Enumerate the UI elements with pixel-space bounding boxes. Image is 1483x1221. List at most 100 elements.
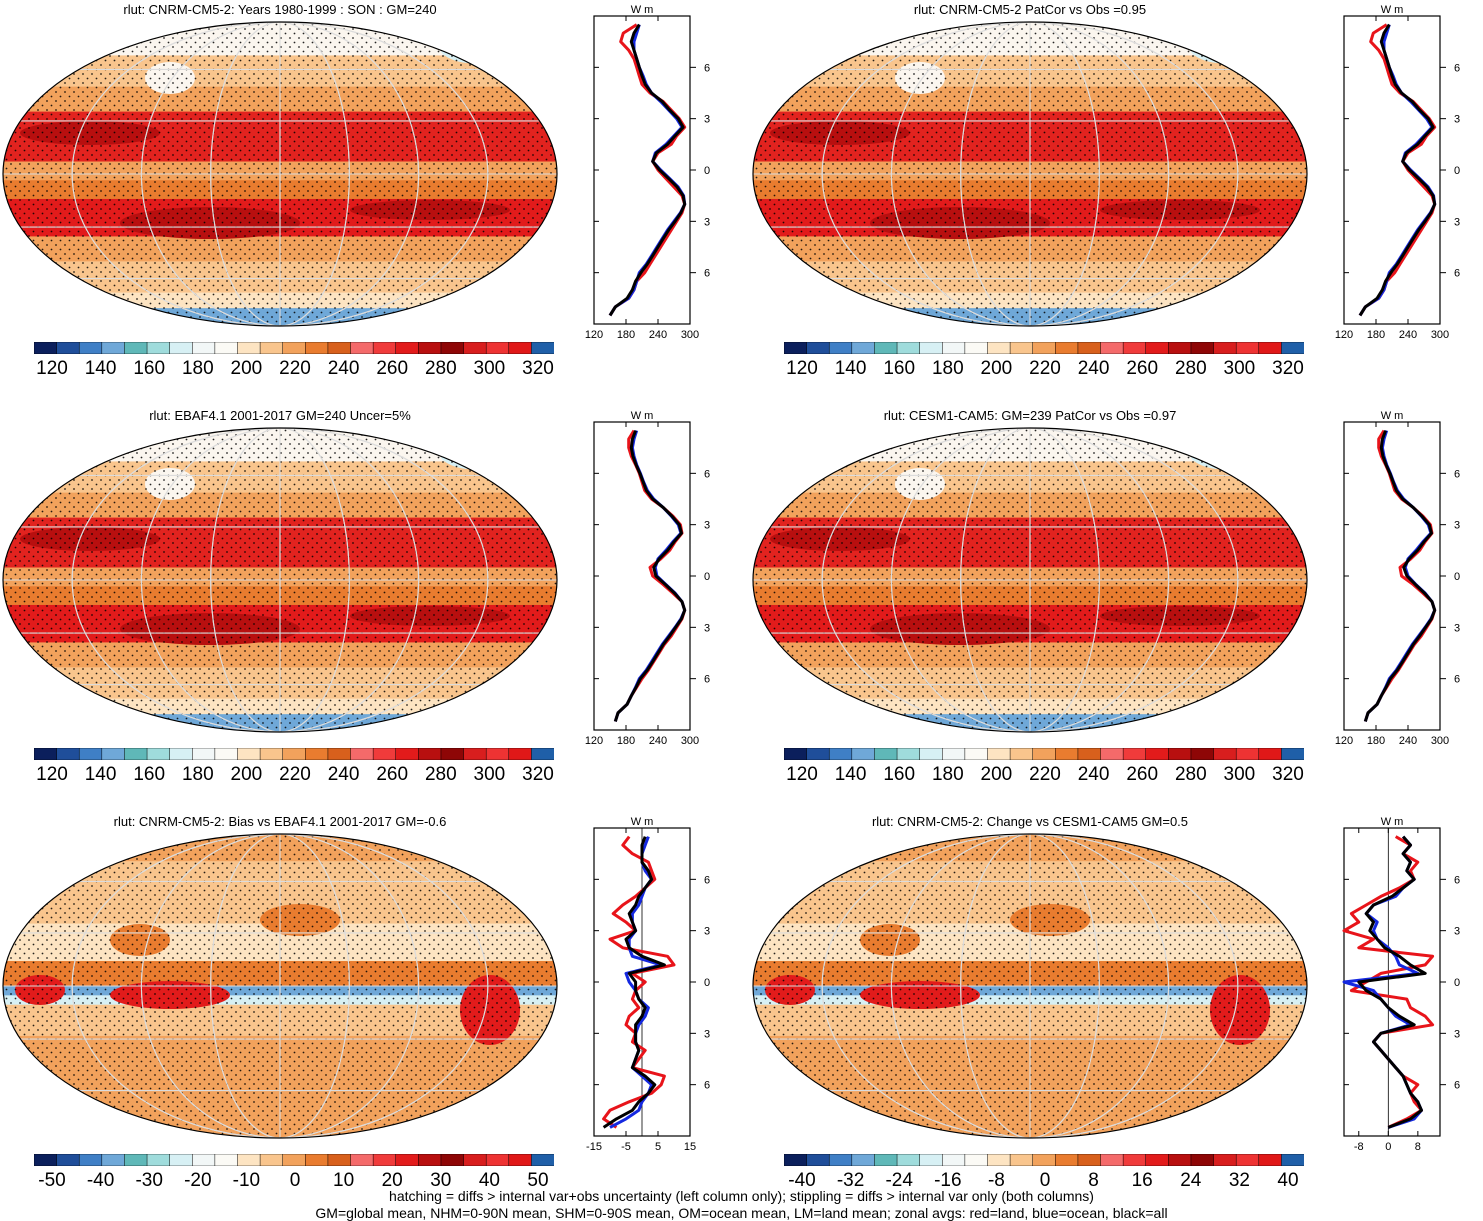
colorbar-tick-label: 16	[1131, 1170, 1153, 1191]
colorbar-tick-label: 240	[1077, 358, 1110, 379]
colorbar-swatch	[463, 342, 487, 354]
colorbar-swatch	[806, 342, 830, 354]
colorbar-swatch	[1258, 748, 1283, 760]
colorbar-tick-label: 160	[133, 764, 166, 785]
colorbar	[784, 342, 1304, 354]
colorbar-swatch	[508, 1154, 533, 1166]
colorbar-swatch	[350, 1154, 374, 1166]
colorbar-tick-label: 140	[834, 764, 867, 785]
colorbar-tick-label: -40	[86, 1170, 115, 1191]
graticule-meridian	[71, 834, 489, 1138]
colorbar-swatch	[237, 1154, 261, 1166]
colorbar-swatch	[192, 748, 216, 760]
graticule-meridian	[71, 428, 489, 732]
zonal-all-series	[1363, 430, 1437, 722]
zonal-land-series	[602, 835, 676, 1129]
colorbar-swatch	[237, 748, 261, 760]
colorbar-swatch	[828, 748, 853, 760]
map-field	[3, 22, 557, 326]
zonal-mean-plot: W m 60N 30N 0 30S 60S 120 180 240 300	[585, 4, 710, 341]
zonal-ytick-label: 60S	[704, 1080, 710, 1092]
zonal-unit-label: W m	[631, 410, 654, 422]
colorbar-swatch	[146, 1154, 171, 1166]
colorbar-tick-label: -40	[788, 1170, 816, 1191]
zonal-xtick-label: 120	[585, 329, 603, 341]
colorbar-tick-label: 40	[1277, 1170, 1299, 1191]
colorbar-tick-label: 220	[279, 358, 311, 379]
colorbar-tick-label: -10	[232, 1170, 261, 1191]
zonal-all-series	[602, 836, 666, 1129]
colorbar-swatch	[1190, 748, 1215, 760]
zonal-land-series	[608, 23, 687, 317]
colorbar-swatch	[919, 342, 944, 354]
colorbar-swatch	[485, 342, 510, 354]
map-plot	[752, 21, 1308, 327]
graticule	[3, 428, 557, 732]
colorbar-swatch	[1009, 748, 1034, 760]
map-border	[752, 427, 1308, 733]
map-border	[2, 427, 558, 733]
colorbar-tick-label: 120	[36, 764, 68, 785]
colorbar-tick-label: 220	[1029, 358, 1061, 379]
map-field	[3, 428, 557, 732]
colorbar-swatch	[828, 342, 853, 354]
colorbar-swatch	[418, 748, 442, 760]
graticule-meridian	[890, 834, 1170, 1138]
zonal-unit-label: W m	[631, 816, 654, 828]
colorbar-tick-label: 200	[230, 358, 263, 379]
colorbar-swatch	[508, 748, 533, 760]
zonal-ytick-label: 30N	[704, 520, 710, 532]
colorbar-tick-label: 8	[1088, 1170, 1099, 1191]
colorbar-swatch	[395, 1154, 420, 1166]
map-border	[752, 21, 1308, 327]
colorbar-swatch	[987, 342, 1011, 354]
colorbar-swatch	[169, 748, 194, 760]
panel-title: rlut: CESM1-CAM5: GM=239 PatCor vs Obs =…	[883, 408, 1177, 423]
colorbar-swatch	[372, 342, 397, 354]
zonal-ytick-label: 0	[704, 571, 710, 583]
zonal-ytick-label: 60N	[1454, 874, 1460, 886]
colorbar-tick-label: 180	[181, 358, 214, 379]
colorbar-swatch	[124, 1154, 148, 1166]
colorbar-tick-label: 260	[1126, 358, 1159, 379]
zonal-frame	[1343, 15, 1441, 325]
colorbar-swatch	[1055, 748, 1079, 760]
graticule-meridian	[960, 834, 1100, 1138]
zonal-frame	[1343, 421, 1441, 731]
colorbar-labels: 120 140 160 180 200 220 240 260 280 300 320	[780, 358, 1310, 380]
colorbar-swatch	[1281, 1154, 1304, 1166]
zonal-ocean-series	[1363, 430, 1437, 722]
zonal-unit-label: W m	[1381, 4, 1404, 16]
zonal-unit-label: W m	[1381, 816, 1404, 828]
colorbar-tick-label: 240	[327, 764, 360, 785]
zonal-all-series	[1358, 23, 1437, 317]
colorbar-swatch	[942, 1154, 966, 1166]
colorbar-swatch	[305, 342, 329, 354]
colorbar-swatch	[828, 1154, 853, 1166]
colorbar-swatch	[1055, 342, 1079, 354]
zonal-ytick-label: 60N	[704, 62, 710, 74]
colorbar-swatch	[964, 748, 989, 760]
zonal-ytick-label: 0	[1454, 977, 1460, 989]
colorbar-tick-label: 300	[1223, 764, 1256, 785]
zonal-xtick-label: 180	[1367, 735, 1385, 747]
colorbar-labels: 120 140 160 180 200 220 240 260 280 300 320	[30, 764, 560, 786]
colorbar-swatch	[1258, 342, 1283, 354]
panel-middle-right: rlut: CESM1-CAM5: GM=239 PatCor vs Obs =…	[750, 408, 1470, 793]
colorbar-tick-label: 180	[931, 358, 964, 379]
zonal-unit-label: W m	[1381, 410, 1404, 422]
colorbar-swatch	[463, 1154, 487, 1166]
graticule-meridian	[960, 22, 1100, 326]
colorbar-swatch	[531, 1154, 554, 1166]
map-plot	[2, 21, 558, 327]
zonal-mean-plot: W m 60N 30N 0 30S 60S -8 0 8	[1342, 816, 1460, 1153]
colorbar-tick-label: -50	[38, 1170, 66, 1191]
zonal-ytick-label: 60N	[1454, 468, 1460, 480]
colorbar-swatch	[1032, 342, 1057, 354]
colorbar-swatch	[1077, 342, 1102, 354]
colorbar-tick-label: 180	[181, 764, 214, 785]
colorbar-swatch	[964, 342, 989, 354]
graticule	[3, 834, 557, 1138]
colorbar-swatch	[124, 748, 148, 760]
colorbar-tick-label: 120	[786, 764, 818, 785]
